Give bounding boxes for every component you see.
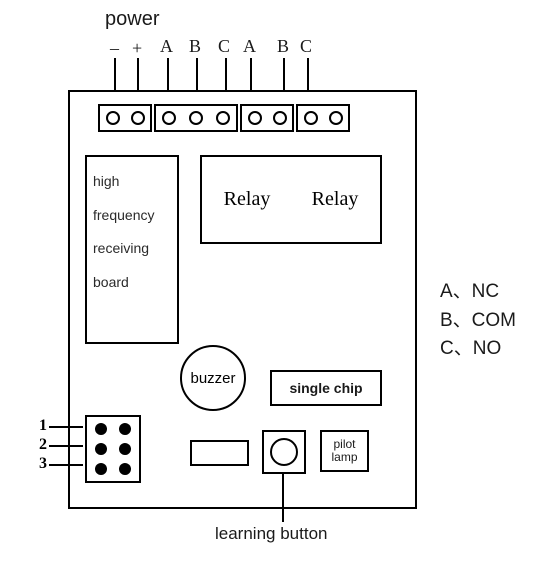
relay-1: Relay [200,155,294,244]
terminal-strip-bc2 [296,104,350,132]
jumper-num-3: 3 [33,455,47,473]
legend-b: B、COM [440,307,516,336]
pin-plus: + [132,38,142,59]
pilot-lamp: pilot lamp [320,430,369,472]
terminal-hole [273,111,287,125]
hf-line4: board [93,266,171,300]
learning-button-lead [282,472,284,522]
pilot-lamp-l2: lamp [331,451,357,464]
terminal-strip-ab2 [240,104,294,132]
terminal-hole [162,111,176,125]
jumper-pin [119,443,131,455]
small-component [190,440,249,466]
terminal-hole [216,111,230,125]
diagram-stage: power – + A B C A B C high frequency rec [0,0,550,570]
hf-board-text: high frequency receiving board [87,157,177,307]
jumper-num-1: 1 [33,417,47,435]
jumper-dash-3 [49,464,83,466]
learning-button[interactable] [270,438,298,466]
legend-a: A、NC [440,278,516,307]
jumper-dash-2 [49,445,83,447]
pin-b1: B [189,36,201,57]
jumper-num-2: 2 [33,436,47,454]
pin-c2: C [300,36,312,57]
pin-minus: – [110,38,119,59]
pin-a1: A [160,36,173,57]
hf-board: high frequency receiving board [85,155,179,344]
hf-line3: receiving [93,232,171,266]
relay-2: Relay [290,155,382,244]
terminal-hole [131,111,145,125]
hf-line2: frequency [93,199,171,233]
single-chip: single chip [270,370,382,406]
legend: A、NC B、COM C、NO [440,278,516,364]
terminal-hole [248,111,262,125]
jumper-pin [95,423,107,435]
terminal-hole [304,111,318,125]
relay-1-label: Relay [224,188,271,211]
pin-c1: C [218,36,230,57]
buzzer-label: buzzer [190,370,235,387]
jumper-block [85,415,141,483]
single-chip-label: single chip [289,380,362,396]
pin-a2: A [243,36,256,57]
learning-button-label: learning button [215,524,327,544]
terminal-hole [106,111,120,125]
pin-b2: B [277,36,289,57]
buzzer: buzzer [180,345,246,411]
jumper-pin [119,463,131,475]
terminal-hole [189,111,203,125]
power-label: power [105,8,159,31]
hf-line1: high [93,165,171,199]
jumper-pin [95,443,107,455]
jumper-pin [119,423,131,435]
terminal-hole [329,111,343,125]
terminal-strip-power [98,104,152,132]
relay-2-label: Relay [312,188,359,211]
legend-c: C、NO [440,335,516,364]
jumper-dash-1 [49,426,83,428]
jumper-pin [95,463,107,475]
terminal-strip-abc1 [154,104,238,132]
